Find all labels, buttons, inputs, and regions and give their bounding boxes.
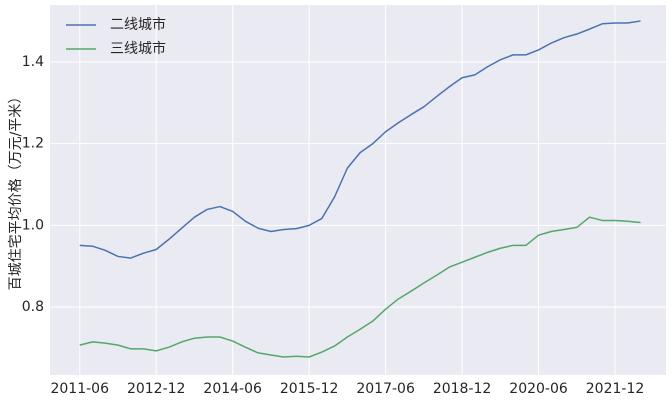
y-axis-label: 百城住宅平均价格（万元/平米） — [8, 90, 24, 291]
series-line — [79, 20, 641, 259]
legend-label: 二线城市 — [110, 16, 166, 33]
x-tick-label: 2017-06 — [356, 381, 415, 397]
x-tick-label: 2018-12 — [433, 381, 492, 397]
lines — [79, 20, 641, 358]
plot-area — [50, 5, 666, 375]
x-tick-label: 2012-12 — [127, 381, 186, 397]
y-tick-label: 1.4 — [22, 54, 44, 70]
y-tick-label: 1.2 — [22, 136, 44, 152]
grid — [50, 5, 666, 375]
x-tick-label: 2021-12 — [586, 381, 645, 397]
labels: 0.8 1.0 1.2 1.4 2011-06 2012-12 2014-06 2015-12… — [22, 16, 645, 397]
x-tick-label: 2015-12 — [280, 381, 339, 397]
x-tick-label: 2011-06 — [50, 381, 109, 397]
legend-label: 三线城市 — [110, 40, 166, 57]
y-tick-label: 1.0 — [22, 217, 44, 233]
series-line — [79, 216, 641, 358]
y-tick-label: 0.8 — [22, 299, 44, 315]
x-tick-label: 2020-06 — [509, 381, 568, 397]
x-tick-label: 2014-06 — [203, 381, 262, 397]
